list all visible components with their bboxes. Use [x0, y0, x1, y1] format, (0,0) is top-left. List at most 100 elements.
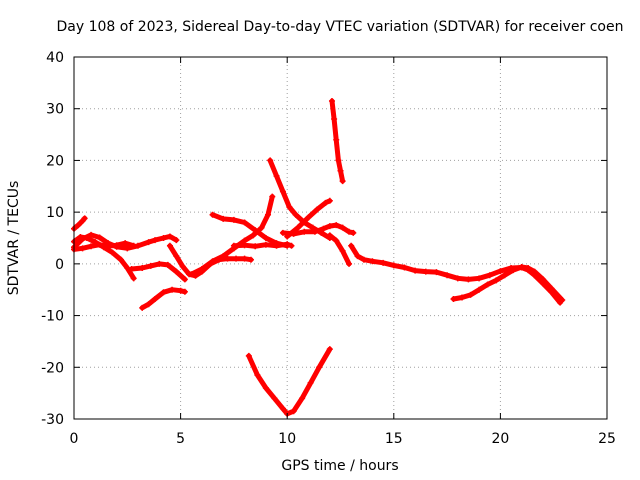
data-point-marker — [113, 242, 120, 249]
series-arc-5 — [128, 260, 188, 283]
data-point-marker — [258, 224, 265, 231]
data-point-marker — [273, 242, 280, 249]
data-point-marker — [279, 405, 286, 412]
data-point-marker — [290, 408, 297, 415]
data-point-marker — [262, 384, 269, 391]
data-point-marker — [156, 260, 163, 267]
x-axis-label: GPS time / hours — [281, 458, 398, 474]
data-point-marker — [305, 214, 312, 221]
data-point-marker — [181, 276, 188, 283]
x-tick-label: 15 — [385, 431, 403, 447]
data-point-marker — [128, 266, 135, 273]
data-point-marker — [290, 230, 297, 237]
series-line — [327, 232, 352, 267]
data-point-marker — [262, 241, 269, 248]
data-point-marker — [326, 346, 333, 353]
data-point-marker — [311, 228, 318, 235]
data-point-marker — [269, 193, 276, 200]
x-tick-label: 0 — [70, 431, 79, 447]
data-point-marker — [559, 297, 566, 304]
data-point-marker — [245, 352, 252, 359]
data-point-marker — [476, 275, 483, 282]
data-point-marker — [117, 256, 124, 263]
data-point-marker — [497, 268, 504, 275]
data-point-marker — [525, 264, 532, 271]
data-point-marker — [326, 223, 333, 230]
data-point-marker — [286, 203, 293, 210]
data-point-marker — [501, 272, 508, 279]
data-point-marker — [252, 227, 259, 234]
series-arc-13 — [279, 222, 357, 237]
data-point-marker — [173, 268, 180, 275]
data-point-marker — [265, 211, 272, 218]
data-point-marker — [337, 167, 344, 174]
data-point-marker — [450, 296, 457, 303]
series-line — [280, 222, 356, 237]
data-point-marker — [122, 240, 129, 247]
axis-ticks — [73, 56, 608, 420]
data-point-marker — [518, 263, 525, 270]
data-point-marker — [316, 364, 323, 371]
data-point-marker — [198, 266, 205, 273]
data-point-marker — [476, 286, 483, 293]
data-point-marker — [220, 215, 227, 222]
data-point-marker — [173, 253, 180, 260]
data-point-marker — [147, 262, 154, 269]
data-point-marker — [326, 197, 333, 204]
y-tick-label: 40 — [46, 50, 64, 66]
data-point-marker — [241, 242, 248, 249]
data-point-marker — [96, 241, 103, 248]
data-point-marker — [160, 235, 167, 241]
data-point-marker — [179, 263, 186, 270]
chart-title: Day 108 of 2023, Sidereal Day-to-day VTE… — [57, 19, 624, 35]
y-tick-label: 0 — [55, 257, 64, 273]
series-arc-16 — [245, 346, 333, 417]
series-arc-1 — [71, 215, 88, 232]
data-point-marker — [279, 188, 286, 195]
data-point-marker — [333, 136, 340, 143]
data-point-marker — [422, 268, 429, 275]
data-point-marker — [209, 211, 216, 218]
data-point-marker — [109, 249, 116, 256]
data-point-marker — [262, 235, 269, 241]
data-point-marker — [81, 215, 88, 222]
data-point-marker — [346, 260, 353, 267]
data-series — [71, 97, 566, 417]
data-point-marker — [105, 243, 112, 250]
data-point-marker — [230, 242, 237, 249]
data-point-marker — [177, 287, 184, 294]
series-arc-14 — [326, 232, 353, 267]
series-arc-15 — [328, 97, 346, 185]
data-point-marker — [88, 231, 95, 238]
data-point-marker — [139, 264, 146, 271]
data-point-marker — [169, 286, 176, 293]
y-tick-label: -10 — [41, 309, 64, 325]
data-point-marker — [493, 277, 500, 284]
data-point-marker — [160, 289, 167, 296]
data-point-marker — [79, 245, 86, 252]
data-point-marker — [267, 157, 274, 164]
tick-labels: 0 5 10 15 20 25 -30 -20 -10 0 10 20 30 40 — [41, 50, 616, 447]
data-point-marker — [83, 235, 90, 241]
x-tick-label: 5 — [176, 431, 185, 447]
data-point-marker — [433, 269, 440, 276]
data-point-marker — [145, 239, 152, 246]
data-point-marker — [241, 219, 248, 226]
data-point-marker — [369, 258, 376, 265]
data-point-marker — [230, 216, 237, 223]
data-point-marker — [540, 276, 547, 283]
data-point-marker — [465, 276, 472, 283]
data-point-marker — [188, 271, 195, 278]
data-point-marker — [252, 243, 259, 250]
data-point-marker — [152, 296, 159, 303]
data-point-marker — [360, 256, 367, 263]
data-point-marker — [401, 264, 408, 271]
data-point-marker — [301, 228, 308, 235]
data-point-marker — [335, 157, 342, 164]
data-point-marker — [314, 206, 321, 213]
data-point-marker — [354, 253, 361, 260]
data-point-marker — [467, 291, 474, 298]
data-point-marker — [224, 255, 231, 262]
data-point-marker — [139, 304, 146, 311]
